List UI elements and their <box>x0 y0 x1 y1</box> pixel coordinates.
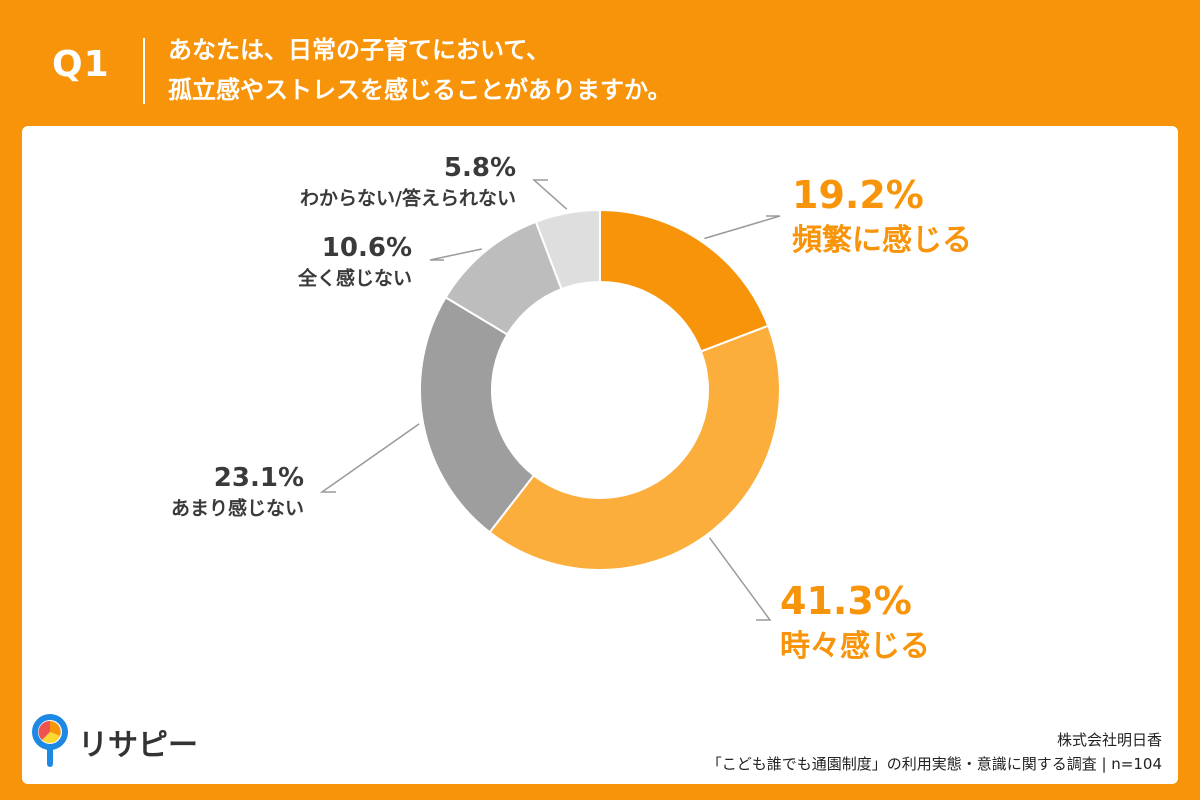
question-text: あなたは、日常の子育てにおいて、 孤立感やストレスを感じることがありますか。 <box>168 30 672 110</box>
question-line-2: 孤立感やストレスを感じることがありますか。 <box>168 76 672 104</box>
slice-category-label-3: あまり感じない <box>171 497 304 520</box>
slice-category-label-2: 時々感じる <box>780 629 930 664</box>
slice-category-label-4: 全く感じない <box>297 267 412 290</box>
donut-slice-3 <box>419 296 536 534</box>
donut-slice-1 <box>599 208 770 353</box>
donut-chart: 19.2% 頻繁に感じる 41.3% 時々感じる 23.1% あまり感じない 10.6% 全く… <box>171 153 972 664</box>
slice-value-label-3: 23.1% <box>214 463 304 493</box>
slice-value-label-5: 5.8% <box>444 153 516 183</box>
leader-line-4 <box>429 248 482 261</box>
leader-line-1 <box>704 215 781 240</box>
question-line-1: あなたは、日常の子育てにおいて、 <box>168 36 551 64</box>
source-note: 株式会社明日香 「こども誰でも通園制度」の利用実態・意識に関する調査 | n=1… <box>707 728 1162 776</box>
risapy-logo: リサピー <box>30 712 230 772</box>
chart-panel: 19.2% 頻繁に感じる 41.3% 時々感じる 23.1% あまり感じない 10.6% 全く… <box>22 126 1178 784</box>
leader-line-2 <box>708 537 772 621</box>
header-divider <box>143 38 145 104</box>
slice-value-label-1: 19.2% <box>792 173 924 217</box>
slice-value-label-4: 10.6% <box>322 233 412 263</box>
search-pin-icon <box>32 714 68 767</box>
slice-value-label-2: 41.3% <box>780 579 912 623</box>
donut-slice-5 <box>534 208 601 291</box>
leader-line-3 <box>319 423 420 493</box>
slice-category-label-1: 頻繁に感じる <box>792 223 972 258</box>
leader-line-5 <box>532 179 568 210</box>
slice-category-label-5: わからない/答えられない <box>300 187 516 210</box>
source-company: 株式会社明日香 <box>1056 731 1162 749</box>
logo-text: リサピー <box>78 728 198 763</box>
donut-slice-2 <box>488 324 781 571</box>
source-survey: 「こども誰でも通園制度」の利用実態・意識に関する調査 | n=104 <box>706 755 1162 773</box>
question-number: Q1 <box>52 44 110 85</box>
question-header: Q1 あなたは、日常の子育てにおいて、 孤立感やストレスを感じることがありますか… <box>0 0 1200 120</box>
